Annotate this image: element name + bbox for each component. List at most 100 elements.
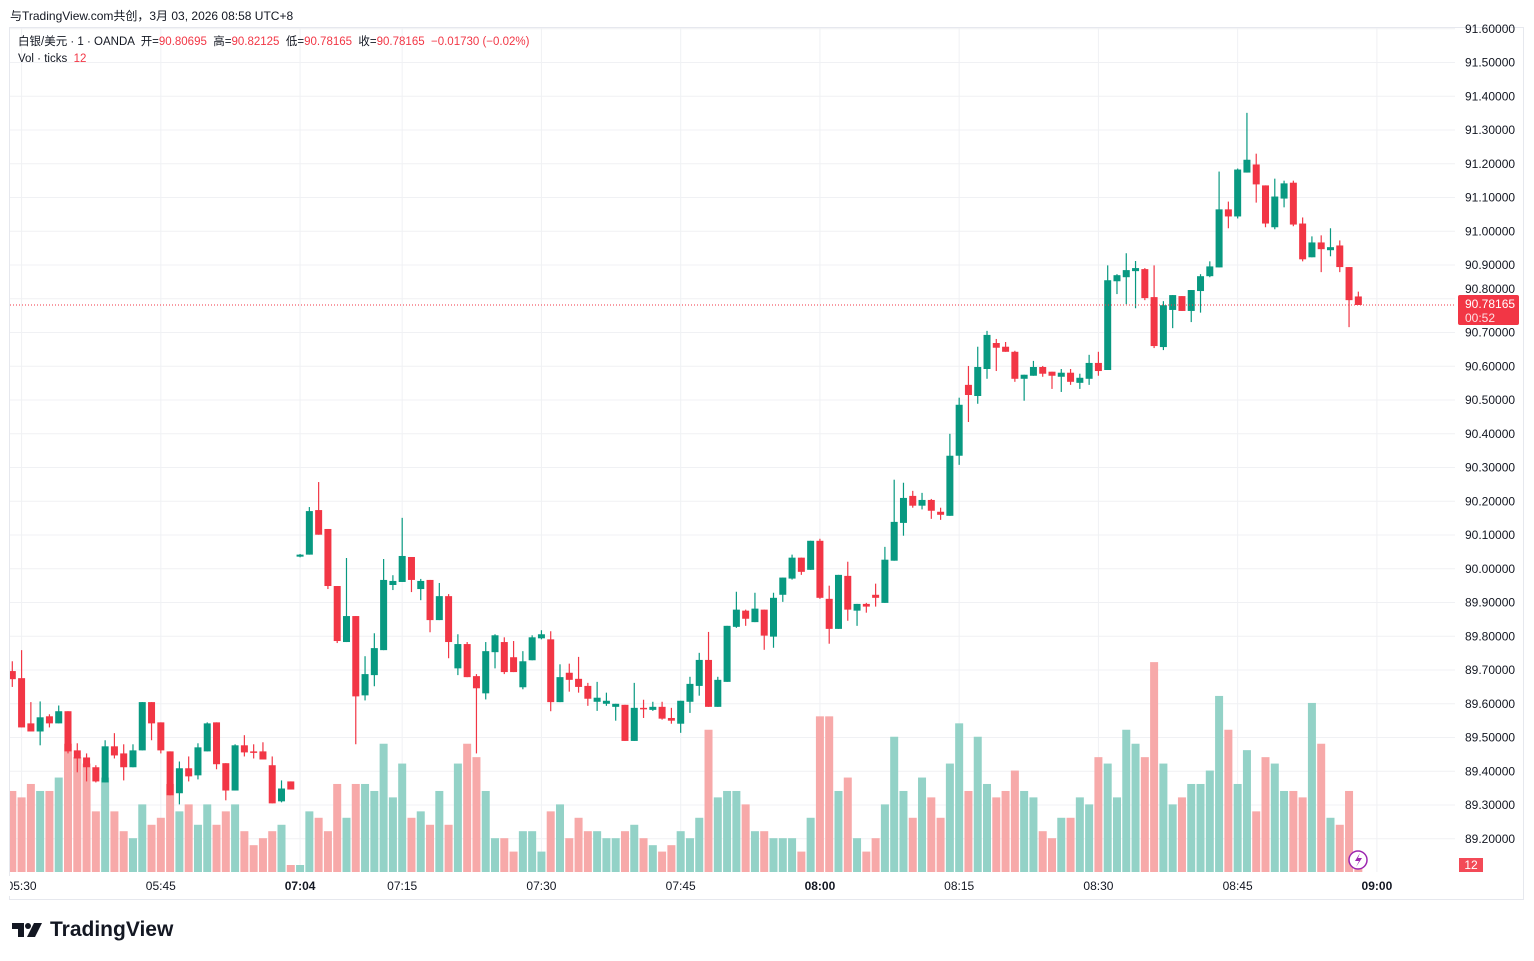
candle <box>528 635 536 661</box>
time-axis[interactable]: 05:30 05:45 07:04 07:15 07:30 07:45 08:00 08:15… <box>0 876 1393 896</box>
flash-icon[interactable] <box>1348 850 1368 870</box>
legend-volume-value: 12 <box>73 53 87 65</box>
volume-bar <box>398 763 407 872</box>
candle-body <box>1002 346 1010 352</box>
volume-bar <box>453 763 462 872</box>
candle <box>770 592 778 648</box>
candle <box>853 603 861 626</box>
candle-body <box>333 586 341 642</box>
volume-bar <box>101 777 110 872</box>
candle-body <box>955 404 963 456</box>
volume-bar <box>361 783 370 872</box>
candles <box>10 112 1362 805</box>
candle-body <box>240 745 248 753</box>
candle-body <box>445 596 453 643</box>
volume-bar <box>1103 763 1112 872</box>
candle <box>649 701 657 711</box>
candle <box>194 743 202 780</box>
price-tick-label: 90.20000 <box>1465 494 1515 508</box>
candle-body <box>472 676 480 689</box>
candle <box>287 781 295 790</box>
candle <box>148 702 156 741</box>
candle <box>389 575 397 591</box>
candle <box>658 701 666 720</box>
candle-body <box>1271 196 1279 228</box>
legend-symbol[interactable]: 白银/美元 · 1 · OANDA <box>18 36 135 48</box>
candle <box>825 585 833 644</box>
candle-body <box>194 747 202 776</box>
last-volume-badge <box>1459 858 1483 873</box>
volume-bar <box>778 838 787 872</box>
volume-bar <box>788 838 797 872</box>
candle <box>723 625 731 682</box>
price-tick-label: 90.50000 <box>1465 393 1515 407</box>
candle <box>640 699 648 718</box>
volume-bar <box>695 817 704 872</box>
time-tick-label: 07:15 <box>387 879 417 893</box>
volume-bar <box>240 831 249 872</box>
volume-bar <box>1131 743 1140 872</box>
volume-bar <box>806 817 815 872</box>
bar-countdown: 00:52 <box>1465 311 1495 325</box>
volume-bar <box>1224 729 1233 872</box>
candle <box>927 498 935 519</box>
candle-body <box>268 765 276 804</box>
candle-body <box>185 768 193 777</box>
candle-body <box>166 751 174 796</box>
candle <box>992 338 1000 372</box>
candle-body <box>705 659 713 707</box>
candle <box>602 692 610 706</box>
volume-bar <box>296 865 305 872</box>
grid-lines <box>10 28 1455 872</box>
candle <box>1187 290 1195 323</box>
volume-bar <box>156 817 165 872</box>
legend-volume-label[interactable]: Vol · ticks <box>18 53 68 65</box>
candle-body <box>398 555 406 582</box>
candle <box>909 490 917 508</box>
candle <box>760 609 768 650</box>
volume-bar <box>138 804 147 872</box>
price-tick-label: 89.50000 <box>1465 731 1515 745</box>
legend-close-label: 收= <box>358 36 377 48</box>
candle-body <box>370 648 378 676</box>
candle-body <box>213 722 221 765</box>
candle-body <box>1150 297 1158 347</box>
time-tick-label: 08:00 <box>805 879 836 893</box>
candle <box>454 634 462 676</box>
volume-bar <box>825 716 834 872</box>
volume-bar <box>648 845 657 872</box>
candle-body <box>1141 269 1149 299</box>
volume-bar <box>723 790 732 872</box>
candle <box>1234 168 1242 219</box>
candle-body <box>64 711 72 752</box>
volume-bar <box>639 838 648 872</box>
candle <box>110 733 118 759</box>
price-tick-label: 89.80000 <box>1465 629 1515 643</box>
volume-bar <box>1205 770 1214 872</box>
volume-bar <box>333 783 342 872</box>
candle-body <box>380 579 388 651</box>
chart-frame <box>9 27 1524 900</box>
volume-bar <box>797 851 806 872</box>
candle <box>937 507 945 520</box>
candle-body <box>695 659 703 686</box>
candle-body <box>844 575 852 610</box>
candle-body <box>500 642 508 673</box>
volume-bar <box>314 817 323 872</box>
price-tick-label: 90.60000 <box>1465 359 1515 373</box>
candle-body <box>510 657 518 673</box>
candle-body <box>1289 182 1297 225</box>
candle <box>1039 365 1047 377</box>
price-axis[interactable]: 91.60000 91.50000 91.40000 91.30000 91.20000… <box>1465 22 1515 846</box>
price-tick-label: 89.70000 <box>1465 663 1515 677</box>
volume-bar <box>175 811 184 872</box>
candle <box>472 674 480 754</box>
candle <box>705 631 713 707</box>
candle-body <box>723 625 731 682</box>
tradingview-logo[interactable]: TradingView <box>12 918 173 942</box>
volume-bar <box>416 811 425 872</box>
candle-body <box>760 609 768 636</box>
candle-body <box>203 723 211 752</box>
